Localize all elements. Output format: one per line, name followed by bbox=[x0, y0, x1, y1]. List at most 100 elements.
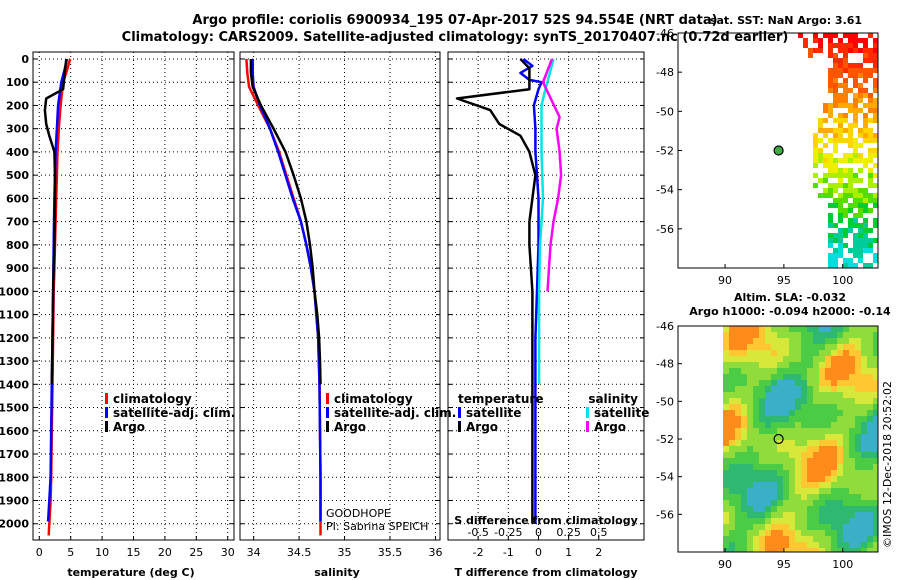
sst-pixel bbox=[863, 78, 868, 83]
sla-pixel bbox=[795, 422, 801, 428]
sla-pixel bbox=[795, 548, 801, 552]
sst-pixel bbox=[858, 143, 863, 148]
sst-pixel bbox=[853, 243, 858, 248]
sla-pixel bbox=[741, 380, 747, 386]
sst-pixel bbox=[828, 38, 833, 43]
sla-pixel bbox=[849, 428, 855, 434]
sla-pixel bbox=[795, 536, 801, 542]
sla-pixel bbox=[795, 410, 801, 416]
sst-pixel bbox=[838, 38, 843, 43]
sla-pixel bbox=[801, 458, 807, 464]
sst-pixel bbox=[823, 33, 828, 38]
sla-pixel bbox=[813, 416, 819, 422]
sla-pixel bbox=[729, 464, 735, 470]
sst-pixel bbox=[808, 53, 813, 58]
sst-pixel bbox=[833, 253, 838, 258]
sla-pixel bbox=[723, 476, 729, 482]
sla-pixel bbox=[825, 398, 831, 404]
x-tick-label: -2 bbox=[473, 546, 484, 559]
sst-pixel bbox=[828, 153, 833, 158]
y-tick-label: 100 bbox=[6, 76, 29, 89]
sst-pixel bbox=[873, 148, 878, 153]
sla-pixel bbox=[753, 416, 759, 422]
sst-pixel bbox=[848, 143, 853, 148]
sla-pixel bbox=[825, 482, 831, 488]
sla-pixel bbox=[777, 326, 783, 332]
sst-pixel bbox=[828, 163, 833, 168]
sla-pixel bbox=[819, 422, 825, 428]
sla-pixel bbox=[861, 512, 867, 518]
sst-pixel bbox=[853, 188, 858, 193]
sla-pixel bbox=[819, 410, 825, 416]
sla-pixel bbox=[855, 380, 861, 386]
sst-pixel bbox=[863, 188, 868, 193]
sst-pixel bbox=[833, 258, 838, 263]
sla-pixel bbox=[777, 434, 783, 440]
sst-pixel bbox=[873, 78, 878, 83]
sla-pixel bbox=[741, 428, 747, 434]
sla-pixel bbox=[861, 518, 867, 524]
sla-pixel bbox=[831, 524, 837, 530]
sla-pixel bbox=[825, 380, 831, 386]
sla-pixel bbox=[783, 524, 789, 530]
sla-pixel bbox=[723, 386, 729, 392]
sst-pixel bbox=[848, 228, 853, 233]
sla-pixel bbox=[735, 536, 741, 542]
sst-pixel bbox=[863, 88, 868, 93]
sla-pixel bbox=[765, 350, 771, 356]
sst-pixel bbox=[858, 233, 863, 238]
profile-marker bbox=[773, 433, 784, 445]
sla-pixel bbox=[783, 452, 789, 458]
sla-pixel bbox=[783, 404, 789, 410]
sla-pixel bbox=[789, 386, 795, 392]
sst-pixel bbox=[838, 198, 843, 203]
sst-pixel bbox=[873, 258, 878, 263]
sst-pixel bbox=[868, 98, 873, 103]
sst-pixel bbox=[863, 218, 868, 223]
sla-pixel bbox=[837, 398, 843, 404]
sla-pixel bbox=[765, 506, 771, 512]
sla-pixel bbox=[801, 422, 807, 428]
sla-pixel bbox=[747, 338, 753, 344]
sst-pixel bbox=[828, 168, 833, 173]
sst-pixel bbox=[833, 163, 838, 168]
sla-pixel bbox=[753, 398, 759, 404]
sla-pixel bbox=[807, 482, 813, 488]
sst-pixel bbox=[848, 138, 853, 143]
sla-pixel bbox=[795, 326, 801, 332]
sst-pixel bbox=[833, 63, 838, 68]
sla-pixel bbox=[723, 368, 729, 374]
sst-pixel bbox=[843, 128, 848, 133]
sla-pixel bbox=[837, 542, 843, 548]
sst-pixel bbox=[828, 43, 833, 48]
sla-pixel bbox=[777, 386, 783, 392]
sla-pixel bbox=[849, 536, 855, 542]
sst-pixel bbox=[848, 193, 853, 198]
sla-pixel bbox=[795, 386, 801, 392]
sst-pixel bbox=[838, 83, 843, 88]
sla-pixel bbox=[813, 386, 819, 392]
sla-pixel bbox=[795, 332, 801, 338]
sla-pixel bbox=[765, 398, 771, 404]
sla-pixel bbox=[741, 548, 747, 552]
sla-pixel bbox=[849, 422, 855, 428]
sla-pixel bbox=[855, 506, 861, 512]
sla-pixel bbox=[825, 506, 831, 512]
sla-pixel bbox=[723, 548, 729, 552]
sst-pixel bbox=[843, 118, 848, 123]
x-tick-label: 34.5 bbox=[287, 546, 312, 559]
sla-pixel bbox=[849, 494, 855, 500]
sla-pixel bbox=[843, 350, 849, 356]
sla-pixel bbox=[735, 428, 741, 434]
sla-pixel bbox=[807, 494, 813, 500]
sla-pixel bbox=[861, 542, 867, 548]
sst-pixel bbox=[863, 228, 868, 233]
sst-pixel bbox=[853, 98, 858, 103]
sla-pixel bbox=[783, 410, 789, 416]
sla-pixel bbox=[735, 416, 741, 422]
sla-pixel bbox=[735, 344, 741, 350]
sla-pixel bbox=[789, 392, 795, 398]
sla-pixel bbox=[723, 356, 729, 362]
map-y-tick-label: -52 bbox=[656, 145, 674, 158]
sla-pixel bbox=[741, 512, 747, 518]
